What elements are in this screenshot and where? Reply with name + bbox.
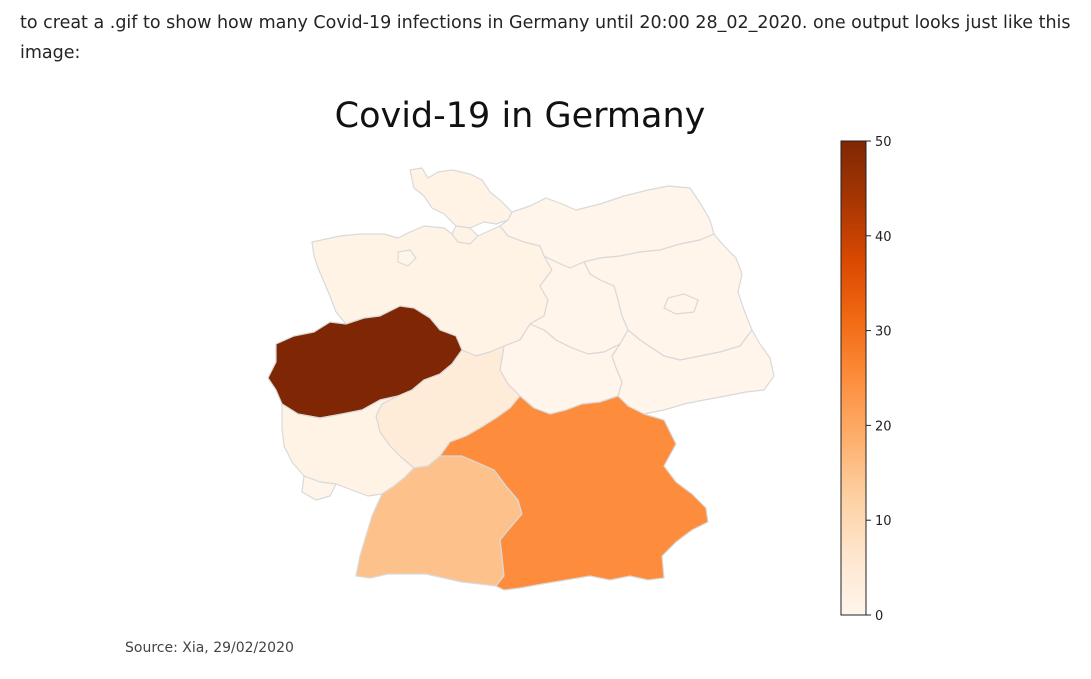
region-bayern: [439, 395, 709, 591]
colorbar-tick-label: 0: [875, 609, 883, 624]
colorbar-tick-label: 10: [875, 514, 892, 529]
colorbar-tick-label: 50: [875, 135, 892, 150]
colorbar-tick-label: 40: [875, 230, 892, 245]
colorbar: [840, 140, 867, 616]
region-schleswig-holstein: [409, 167, 513, 229]
colorbar-tick-label: 30: [875, 325, 892, 340]
region-bremen: [397, 249, 417, 267]
colorbar-tick-label: 20: [875, 419, 892, 434]
chart-title: Covid-19 in Germany: [334, 96, 706, 136]
source-caption: Source: Xia, 29/02/2020: [125, 640, 294, 656]
post-text: to creat a .gif to show how many Covid-1…: [20, 13, 1071, 63]
region-berlin: [663, 293, 699, 315]
colorbar-axis: 0 10 20 30 40 50: [866, 135, 892, 624]
region-saarland: [301, 475, 337, 501]
